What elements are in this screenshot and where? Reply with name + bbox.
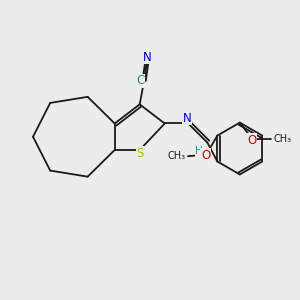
Text: S: S (136, 147, 144, 160)
Text: N: N (143, 51, 152, 64)
Text: O: O (201, 149, 210, 162)
Text: CH₃: CH₃ (273, 134, 292, 144)
Text: CH₃: CH₃ (168, 151, 186, 161)
Text: H: H (195, 146, 203, 157)
Text: C: C (136, 74, 145, 87)
Text: N: N (182, 112, 191, 125)
Text: O: O (248, 134, 257, 147)
